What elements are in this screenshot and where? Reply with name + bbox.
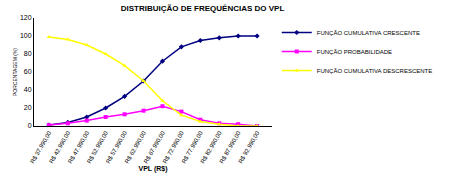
svg-text:R$ 72.990,00: R$ 72.990,00 [162, 130, 186, 165]
svg-text:60: 60 [24, 68, 32, 75]
svg-text:R$ 62.990,00: R$ 62.990,00 [124, 130, 148, 165]
svg-text:R$ 47.990,00: R$ 47.990,00 [67, 130, 91, 165]
svg-text:R$ 37.990,00: R$ 37.990,00 [29, 130, 53, 165]
svg-text:R$ 77.990,00: R$ 77.990,00 [181, 130, 205, 165]
svg-text:FUNÇÃO CUMULATIVA CRESCENTE: FUNÇÃO CUMULATIVA CRESCENTE [317, 30, 420, 36]
svg-text:FUNÇÃO PROBABILIDADE: FUNÇÃO PROBABILIDADE [317, 49, 392, 55]
svg-text:100: 100 [20, 32, 32, 39]
svg-text:VPL (R$): VPL (R$) [138, 165, 167, 173]
svg-text:R$ 42.990,00: R$ 42.990,00 [48, 130, 72, 165]
svg-text:0: 0 [28, 122, 32, 129]
svg-text:FUNÇÃO CUMULATIVA DESCRESCENTE: FUNÇÃO CUMULATIVA DESCRESCENTE [317, 68, 432, 74]
svg-text:R$ 52.990,00: R$ 52.990,00 [86, 130, 110, 165]
svg-text:PORCENTAGEM (%): PORCENTAGEM (%) [12, 48, 18, 96]
svg-text:R$ 82.990,00: R$ 82.990,00 [200, 130, 224, 165]
svg-text:DISTRIBUIÇÃO DE FREQUÊNCIAS DO: DISTRIBUIÇÃO DE FREQUÊNCIAS DO VPL [121, 4, 285, 13]
svg-text:R$ 87.990,00: R$ 87.990,00 [218, 130, 242, 165]
svg-text:R$ 57.990,00: R$ 57.990,00 [105, 130, 129, 165]
svg-text:40: 40 [24, 86, 32, 93]
svg-text:20: 20 [24, 104, 32, 111]
svg-text:120: 120 [20, 14, 32, 21]
svg-text:80: 80 [24, 50, 32, 57]
svg-text:R$ 67.990,00: R$ 67.990,00 [143, 130, 167, 165]
svg-text:R$ 92.990,00: R$ 92.990,00 [237, 130, 261, 165]
